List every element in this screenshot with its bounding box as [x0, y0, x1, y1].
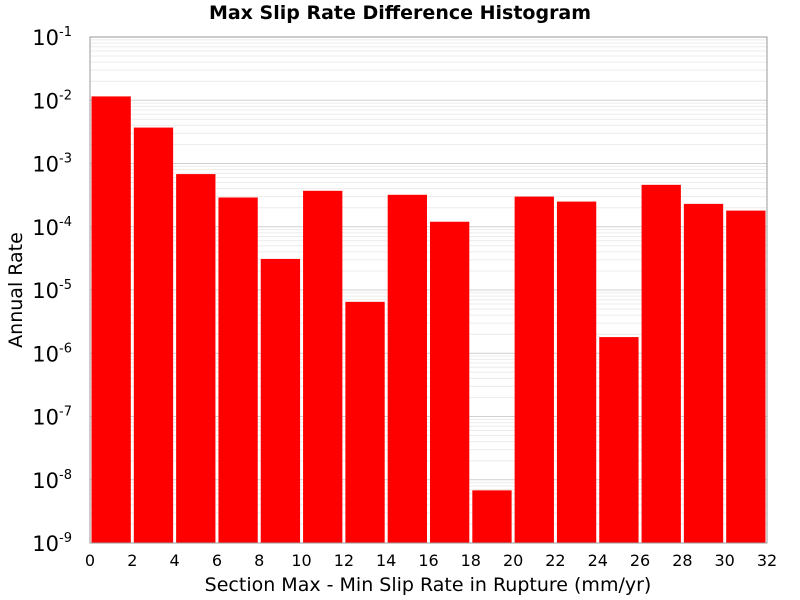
x-tick-label: 20 — [503, 551, 523, 570]
histogram-bar — [387, 194, 427, 544]
x-tick-label: 12 — [334, 551, 354, 570]
y-tick-label: 10-9 — [32, 531, 72, 556]
histogram-bar — [303, 190, 343, 544]
y-tick-labels: 10-1 10-2 10-3 10-4 10-5 10-6 10-7 10-8 10-9 — [32, 25, 72, 556]
y-axis-label: Annual Rate — [5, 232, 27, 348]
x-tick-label: 26 — [630, 551, 650, 570]
histogram-bar — [133, 127, 174, 543]
x-tick-label: 24 — [588, 551, 608, 570]
y-tick-label: 10-2 — [32, 88, 72, 113]
histogram-bar — [472, 490, 512, 543]
histogram-bar — [556, 201, 597, 543]
x-tick-label: 10 — [291, 551, 311, 570]
x-tick-label: 0 — [85, 551, 95, 570]
y-tick-label: 10-7 — [32, 405, 72, 430]
chart-title: Max Slip Rate Difference Histogram — [208, 2, 592, 24]
histogram-bar — [176, 174, 216, 543]
x-axis-label: Section Max - Min Slip Rate in Rupture (… — [205, 574, 652, 596]
histogram-bar — [641, 184, 681, 543]
x-tick-labels: 0 2 4 6 8 10 12 14 16 18 20 22 24 26 28 30 32 — [85, 551, 777, 570]
y-tick-label: 10-6 — [32, 341, 72, 366]
y-tick-label: 10-1 — [32, 25, 72, 50]
x-tick-label: 6 — [212, 551, 222, 570]
x-tick-label: 14 — [376, 551, 396, 570]
histogram-bar — [260, 258, 301, 543]
x-tick-label: 16 — [418, 551, 438, 570]
x-tick-label: 30 — [715, 551, 735, 570]
histogram-bar — [599, 337, 639, 543]
x-tick-label: 28 — [672, 551, 692, 570]
histogram-bar — [683, 203, 724, 543]
y-tick-label: 10-5 — [32, 278, 72, 303]
x-tick-label: 8 — [254, 551, 264, 570]
y-tick-label: 10-4 — [32, 215, 72, 240]
histogram-bar — [218, 197, 258, 543]
histogram-bar — [91, 96, 131, 543]
x-tick-label: 32 — [757, 551, 777, 570]
x-tick-label: 22 — [545, 551, 565, 570]
y-tick-label: 10-3 — [32, 152, 72, 177]
x-tick-label: 2 — [127, 551, 137, 570]
histogram-bar — [726, 210, 766, 544]
plot-frame — [89, 36, 768, 544]
x-tick-label: 18 — [461, 551, 481, 570]
bars — [91, 96, 766, 544]
histogram-bar — [514, 196, 554, 543]
x-tick-label: 4 — [170, 551, 180, 570]
y-tick-label: 10-8 — [32, 468, 72, 493]
histogram-bar — [430, 221, 470, 543]
histogram-bar — [345, 301, 385, 543]
